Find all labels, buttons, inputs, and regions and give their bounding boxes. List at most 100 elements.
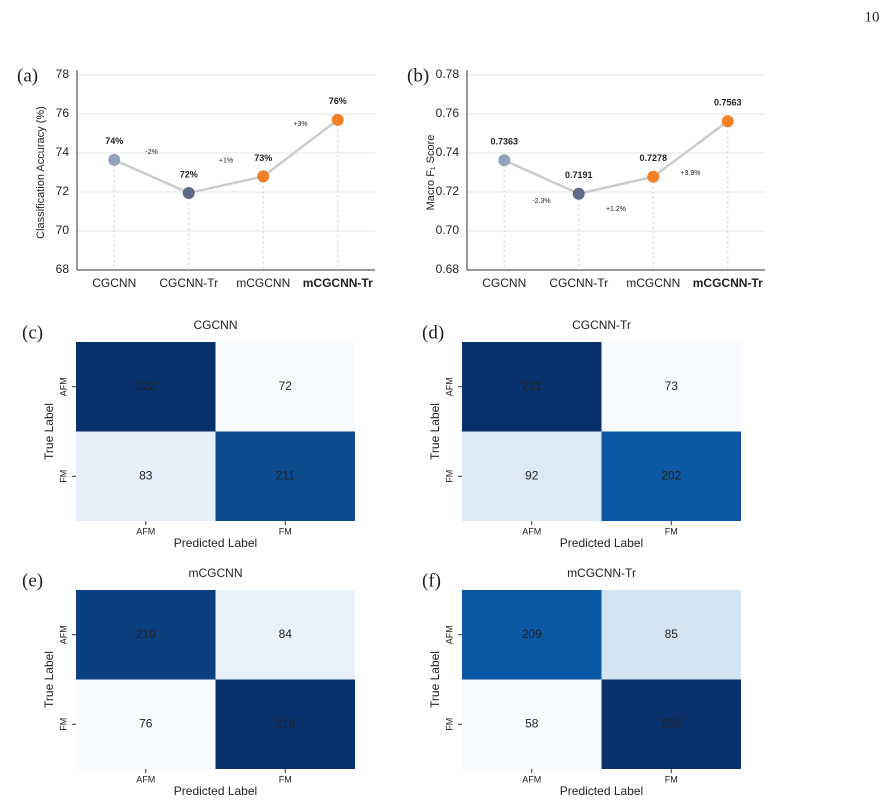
panel-label: (c) bbox=[22, 322, 43, 343]
y-tick-label: FM bbox=[444, 718, 454, 731]
y-tick-label: FM bbox=[58, 718, 68, 731]
cell bbox=[215, 590, 355, 680]
cell-label: 222 bbox=[136, 379, 156, 393]
annotation: -2% bbox=[145, 149, 157, 156]
cell bbox=[462, 431, 602, 521]
cell bbox=[76, 679, 216, 769]
y-axis-label: True Label bbox=[428, 651, 442, 708]
x-tick-label: FM bbox=[665, 774, 678, 784]
y-tick-label: FM bbox=[58, 470, 68, 483]
cell bbox=[462, 342, 602, 432]
x-tick-label: mCGCNN bbox=[236, 276, 290, 290]
cell-label: 221 bbox=[522, 379, 542, 393]
value-label: 0.7563 bbox=[714, 98, 742, 108]
annotation: +1.2% bbox=[606, 206, 626, 213]
panel-label: (d) bbox=[422, 322, 444, 343]
series-line bbox=[503, 120, 729, 196]
y-axis-label: Classification Accuracy (%) bbox=[35, 106, 47, 239]
x-tick-label: CGCNN bbox=[92, 276, 136, 290]
value-label: 0.7278 bbox=[639, 153, 667, 163]
panel-label: (e) bbox=[22, 570, 43, 591]
cell bbox=[76, 342, 216, 432]
point bbox=[331, 113, 344, 126]
y-tick-label: 0.70 bbox=[436, 223, 460, 237]
point bbox=[572, 187, 585, 200]
annotation: +3% bbox=[293, 121, 307, 128]
cell-label: 236 bbox=[661, 716, 681, 730]
page-number: 10 bbox=[865, 9, 880, 25]
cell bbox=[215, 431, 355, 521]
x-axis-label: Predicted Label bbox=[560, 784, 643, 798]
point bbox=[498, 154, 511, 167]
y-tick-label: 0.72 bbox=[436, 184, 460, 198]
x-tick-label: mCGCNN-Tr bbox=[303, 276, 373, 290]
y-tick-label: 0.78 bbox=[436, 67, 460, 81]
y-tick-label: AFM bbox=[444, 377, 454, 396]
y-tick-label: AFM bbox=[58, 625, 68, 644]
x-tick-label: mCGCNN-Tr bbox=[693, 276, 763, 290]
y-tick-label: AFM bbox=[58, 377, 68, 396]
point bbox=[721, 115, 734, 128]
annotation: -2.3% bbox=[532, 198, 550, 205]
x-axis-label: Predicted Label bbox=[174, 784, 257, 798]
y-tick-label: 70 bbox=[56, 223, 70, 237]
y-tick-label: 0.68 bbox=[436, 262, 460, 276]
x-tick-label: CGCNN bbox=[482, 276, 526, 290]
y-tick-label: FM bbox=[444, 470, 454, 483]
chart-title: CGCNN bbox=[194, 318, 238, 332]
cell-label: 92 bbox=[525, 468, 539, 482]
point bbox=[257, 170, 270, 183]
x-axis-label: Predicted Label bbox=[560, 536, 643, 550]
y-axis-label: Macro F₁ Score bbox=[425, 135, 437, 211]
x-tick-label: AFM bbox=[522, 774, 541, 784]
cell-label: 83 bbox=[139, 468, 153, 482]
point bbox=[647, 170, 660, 183]
x-tick-label: AFM bbox=[136, 774, 155, 784]
series-line bbox=[113, 118, 339, 195]
value-label: 73% bbox=[254, 153, 272, 163]
cell-label: 73 bbox=[665, 379, 679, 393]
cell bbox=[601, 679, 741, 769]
x-tick-label: FM bbox=[279, 774, 292, 784]
y-axis-label: True Label bbox=[428, 403, 442, 460]
x-tick-label: CGCNN-Tr bbox=[159, 276, 218, 290]
x-axis-label: Predicted Label bbox=[174, 536, 257, 550]
y-tick-label: 74 bbox=[56, 145, 70, 159]
value-label: 0.7363 bbox=[490, 137, 518, 147]
x-tick-label: CGCNN-Tr bbox=[549, 276, 608, 290]
x-tick-label: mCGCNN bbox=[626, 276, 680, 290]
y-tick-label: 76 bbox=[56, 106, 70, 120]
y-axis-label: True Label bbox=[42, 651, 56, 708]
point bbox=[182, 186, 195, 199]
x-tick-label: AFM bbox=[522, 526, 541, 536]
y-axis-label: True Label bbox=[42, 403, 56, 460]
y-tick-label: 0.74 bbox=[436, 145, 460, 159]
cell bbox=[601, 590, 741, 680]
x-tick-label: FM bbox=[665, 526, 678, 536]
cell bbox=[215, 342, 355, 432]
cell-label: 76 bbox=[139, 716, 153, 730]
cell bbox=[601, 431, 741, 521]
cell-label: 211 bbox=[276, 468, 295, 482]
cell-label: 210 bbox=[136, 627, 156, 641]
x-tick-label: FM bbox=[279, 526, 292, 536]
cell-label: 218 bbox=[275, 716, 295, 730]
panel-label: (a) bbox=[17, 65, 38, 86]
cell-label: 72 bbox=[279, 379, 293, 393]
cell-label: 84 bbox=[279, 627, 293, 641]
cell-label: 209 bbox=[522, 627, 542, 641]
chart-title: mCGCNN bbox=[189, 566, 243, 580]
cell bbox=[76, 431, 216, 521]
y-tick-label: 68 bbox=[56, 262, 70, 276]
panel-label: (b) bbox=[407, 65, 429, 86]
y-tick-label: AFM bbox=[444, 625, 454, 644]
cell bbox=[76, 590, 216, 680]
x-tick-label: AFM bbox=[136, 526, 155, 536]
cell bbox=[462, 590, 602, 680]
panel-label: (f) bbox=[422, 570, 441, 591]
value-label: 72% bbox=[180, 169, 198, 179]
value-label: 76% bbox=[329, 96, 347, 106]
cell bbox=[462, 679, 602, 769]
chart-title: mCGCNN-Tr bbox=[567, 566, 636, 580]
cell-label: 85 bbox=[665, 627, 679, 641]
